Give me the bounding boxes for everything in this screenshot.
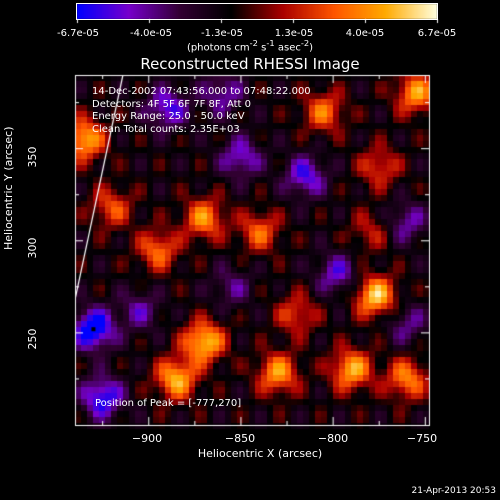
observation-info: 14-Dec-2002 07:43:56.000 to 07:48:22.000… xyxy=(92,86,311,136)
colorbar-tick-label: 1.3e-05 xyxy=(274,28,314,39)
colorbar-tick-label: -1.3e-05 xyxy=(201,28,243,39)
colorbar-tick-label: -6.7e-05 xyxy=(57,28,99,39)
y-tick-label: 300 xyxy=(26,237,39,259)
colorbar-tick-label: 6.7e-05 xyxy=(417,28,457,39)
x-axis-label: Heliocentric X (arcsec) xyxy=(197,447,323,460)
colorbar-unit: (photons cm-2 s-1 asec-2) xyxy=(186,38,314,54)
colorbar-tick-label: -4.0e-05 xyxy=(130,28,172,39)
y-axis-label: Heliocentric Y (arcsec) xyxy=(2,126,15,250)
y-axis-label-text: Heliocentric Y (arcsec) xyxy=(2,126,15,250)
peak-position-text: Position of Peak = [-777,270] xyxy=(95,398,242,409)
detectors-text: Detectors: 4F 5F 6F 7F 8F, Att 0 xyxy=(92,98,252,110)
colorbar-tick-label: 4.0e-05 xyxy=(345,28,385,39)
colorbar-tick-labels: -6.7e-05 -4.0e-05 -1.3e-05 1.3e-05 4.0e-… xyxy=(0,20,500,40)
chart-title: Reconstructed RHESSI Image xyxy=(140,55,360,73)
x-tick-label: −900 xyxy=(131,432,163,445)
time-range-text: 14-Dec-2002 07:43:56.000 to 07:48:22.000 xyxy=(92,86,311,97)
footer-timestamp: 21-Apr-2013 20:53 xyxy=(411,486,496,496)
x-tick-label: −850 xyxy=(224,432,256,445)
y-tick-label: 350 xyxy=(26,146,39,168)
colorbar xyxy=(76,3,438,20)
energy-range-text: Energy Range: 25.0 - 50.0 keV xyxy=(92,111,245,122)
x-tick-label: −800 xyxy=(317,432,349,445)
x-tick-label: −750 xyxy=(406,432,438,445)
y-tick-label: 250 xyxy=(26,328,39,350)
clean-counts-text: Clean Total counts: 2.35E+03 xyxy=(92,123,240,135)
